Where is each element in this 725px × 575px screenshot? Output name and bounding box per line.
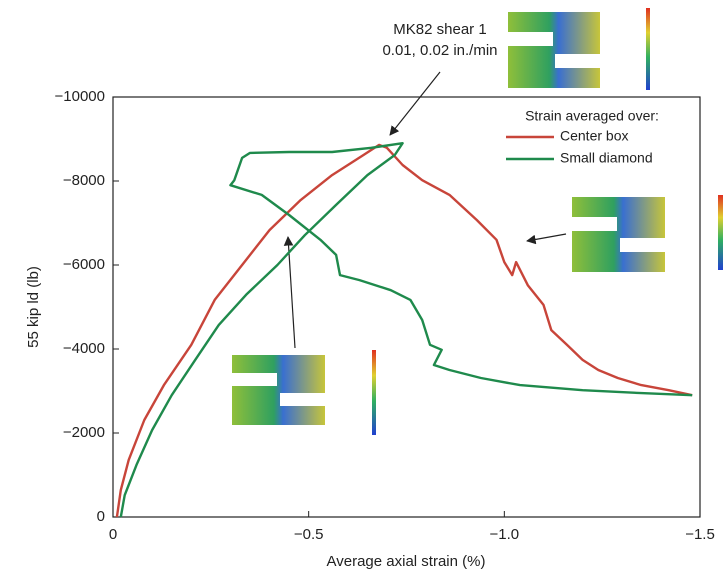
- y-tick-label: −6000: [63, 256, 105, 273]
- data-line: [119, 142, 693, 518]
- inset-images: [232, 8, 723, 435]
- y-tick-label: −10000: [55, 88, 105, 105]
- arrows: [283, 71, 567, 349]
- data-line: [115, 143, 693, 518]
- y-axis-title: 55 kip ld (lb): [25, 266, 42, 348]
- x-tick-label: 0: [109, 526, 117, 543]
- x-tick-label: −0.5: [294, 526, 324, 543]
- y-tick-label: −2000: [63, 424, 105, 441]
- legend-title: Strain averaged over:: [525, 108, 659, 124]
- x-tick-label: −1.0: [490, 526, 520, 543]
- y-tick-label: 0: [97, 508, 105, 525]
- x-axis-title: Average axial strain (%): [327, 553, 486, 570]
- legend-label: Small diamond: [560, 150, 653, 166]
- plot-frame: [112, 96, 701, 518]
- annotation: 0.01, 0.02 in./min: [382, 42, 497, 59]
- y-tick-label: −8000: [63, 172, 105, 189]
- y-tick-label: −4000: [63, 340, 105, 357]
- legend-label: Center box: [560, 128, 628, 144]
- x-tick-label: −1.5: [685, 526, 715, 543]
- annotation: MK82 shear 1: [393, 21, 486, 38]
